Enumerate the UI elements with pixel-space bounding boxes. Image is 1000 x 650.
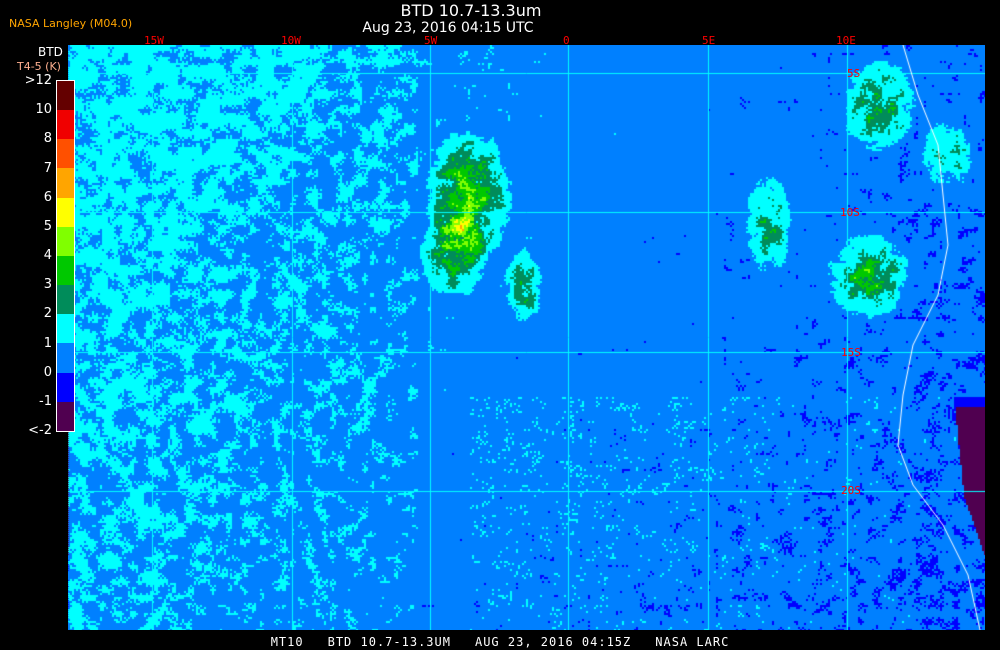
legend-tick-label: <-2	[28, 423, 52, 439]
lat-label: 15S	[841, 346, 861, 359]
legend-swatch	[57, 401, 74, 431]
satellite-imagery	[68, 45, 985, 630]
legend-swatch	[57, 343, 74, 373]
legend-tick-label: 1	[43, 335, 52, 351]
lon-label: 10E	[836, 34, 856, 47]
legend-tick-label: 6	[43, 189, 52, 205]
legend-swatch	[57, 285, 74, 315]
footer-datetime: AUG 23, 2016 04:15Z	[474, 635, 632, 649]
legend-swatch	[57, 110, 74, 140]
legend-tick-label: 7	[43, 160, 52, 176]
legend-tick-label: 8	[43, 131, 52, 147]
lon-label: 5W	[424, 34, 438, 47]
legend-swatch	[57, 139, 74, 169]
lat-label: 20S	[841, 484, 861, 497]
legend-swatch	[57, 255, 74, 286]
legend-swatch	[57, 81, 74, 111]
legend-swatch	[57, 226, 74, 256]
legend-tick-label: 2	[43, 306, 52, 322]
lat-label: 10S	[840, 206, 860, 219]
lat-label: 5S	[847, 67, 861, 80]
footer-product: BTD 10.7-13.3UM	[327, 635, 451, 649]
lon-label: 0	[563, 34, 570, 47]
footer-caption: MT10 BTD 10.7-13.3UM AUG 23, 2016 04:15Z NA…	[0, 635, 1000, 649]
legend-swatch	[57, 314, 74, 344]
image-title: BTD 10.7-13.3um	[400, 1, 542, 20]
legend-tick-label: >12	[24, 73, 52, 88]
legend-tick-label: 3	[43, 277, 52, 293]
lon-label: 10W	[281, 34, 301, 47]
legend-title: BTD	[38, 45, 63, 59]
footer-source: NASA LARC	[655, 635, 730, 649]
color-legend	[56, 80, 75, 432]
legend-tick-label: 10	[35, 102, 52, 118]
footer-satellite: MT10	[270, 635, 304, 649]
organization-label: NASA Langley (M04.0)	[9, 17, 133, 30]
legend-swatch	[57, 168, 74, 198]
legend-tick-label: 0	[43, 364, 52, 380]
image-timestamp: Aug 23, 2016 04:15 UTC	[362, 20, 534, 36]
legend-tick-label: -1	[39, 393, 52, 409]
lon-label: 5E	[702, 34, 716, 47]
lon-label: 15W	[144, 34, 164, 47]
legend-swatch	[57, 372, 74, 402]
legend-swatch	[57, 197, 74, 227]
legend-tick-label: 4	[43, 248, 52, 264]
legend-unit: T4-5 (K)	[17, 60, 61, 73]
legend-tick-label: 5	[43, 218, 52, 234]
